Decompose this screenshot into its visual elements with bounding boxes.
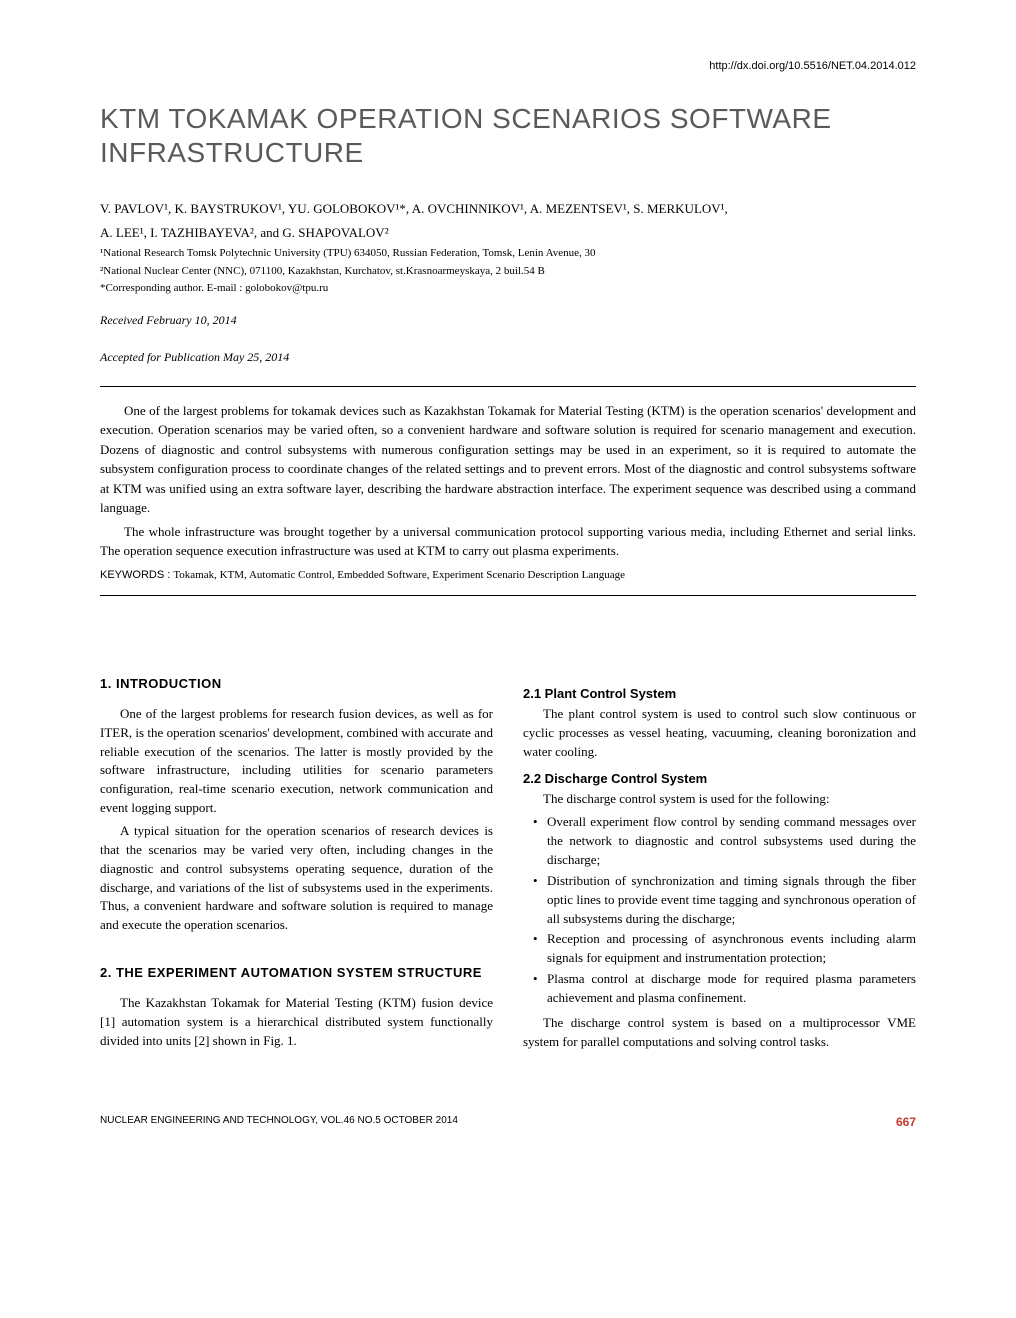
- abstract-paragraph-1: One of the largest problems for tokamak …: [100, 401, 916, 518]
- footer-journal-info: NUCLEAR ENGINEERING AND TECHNOLOGY, VOL.…: [100, 1115, 458, 1129]
- section-2-2-heading: 2.2 Discharge Control System: [523, 771, 916, 786]
- section-2-heading: 2. THE EXPERIMENT AUTOMATION SYSTEM STRU…: [100, 965, 493, 980]
- page-number: 667: [896, 1115, 916, 1129]
- section-2-1-heading: 2.1 Plant Control System: [523, 686, 916, 701]
- two-column-body: 1. INTRODUCTION One of the largest probl…: [100, 676, 916, 1056]
- section-1-heading: 1. INTRODUCTION: [100, 676, 493, 691]
- page-footer: NUCLEAR ENGINEERING AND TECHNOLOGY, VOL.…: [100, 1115, 916, 1129]
- affiliation-1: ¹National Research Tomsk Polytechnic Uni…: [100, 246, 916, 261]
- bullet-item: Overall experiment flow control by sendi…: [547, 813, 916, 870]
- section-2-paragraph-1: The Kazakhstan Tokamak for Material Test…: [100, 994, 493, 1051]
- bullet-item: Plasma control at discharge mode for req…: [547, 970, 916, 1008]
- doi-link: http://dx.doi.org/10.5516/NET.04.2014.01…: [100, 60, 916, 72]
- bullet-item: Distribution of synchronization and timi…: [547, 872, 916, 929]
- abstract-paragraph-2: The whole infrastructure was brought tog…: [100, 522, 916, 561]
- abstract-block: One of the largest problems for tokamak …: [100, 386, 916, 596]
- keywords: KEYWORDS : Tokamak, KTM, Automatic Contr…: [100, 569, 916, 581]
- section-1-paragraph-2: A typical situation for the operation sc…: [100, 822, 493, 935]
- date-accepted: Accepted for Publication May 25, 2014: [100, 349, 916, 366]
- section-2-2-paragraph-2: The discharge control system is based on…: [523, 1014, 916, 1052]
- authors-line-1: V. PAVLOV¹, K. BAYSTRUKOV¹, YU. GOLOBOKO…: [100, 199, 916, 219]
- affiliation-2: ²National Nuclear Center (NNC), 071100, …: [100, 264, 916, 279]
- section-2-1-paragraph-1: The plant control system is used to cont…: [523, 705, 916, 762]
- keywords-label: KEYWORDS :: [100, 569, 173, 581]
- right-column: 2.1 Plant Control System The plant contr…: [523, 676, 916, 1056]
- corresponding-author: *Corresponding author. E-mail : goloboko…: [100, 281, 916, 296]
- date-received: Received February 10, 2014: [100, 312, 916, 329]
- left-column: 1. INTRODUCTION One of the largest probl…: [100, 676, 493, 1056]
- bullet-item: Reception and processing of asynchronous…: [547, 930, 916, 968]
- section-1-paragraph-1: One of the largest problems for research…: [100, 705, 493, 818]
- section-2-2-intro: The discharge control system is used for…: [523, 790, 916, 809]
- section-2-2-bullet-list: Overall experiment flow control by sendi…: [523, 813, 916, 1007]
- paper-title: KTM TOKAMAK OPERATION SCENARIOS SOFTWARE…: [100, 102, 916, 169]
- keywords-text: Tokamak, KTM, Automatic Control, Embedde…: [173, 569, 625, 581]
- authors-line-2: A. LEE¹, I. TAZHIBAYEVA², and G. SHAPOVA…: [100, 223, 916, 243]
